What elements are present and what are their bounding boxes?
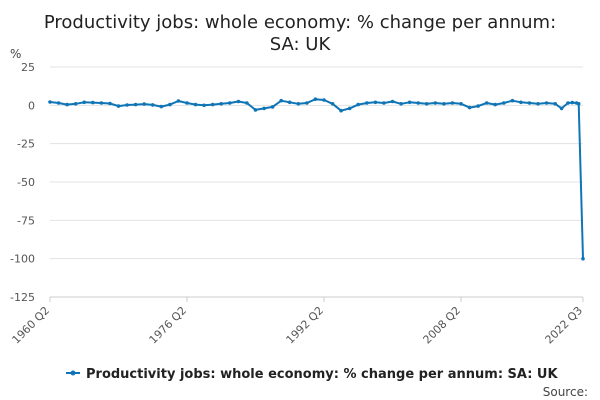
data-point <box>56 101 61 105</box>
data-point <box>322 98 326 102</box>
data-point <box>390 99 395 104</box>
data-point <box>450 101 455 105</box>
data-point <box>91 100 95 105</box>
y-tick-label: -100 <box>10 253 35 266</box>
data-point <box>116 104 121 108</box>
data-point <box>416 101 421 105</box>
data-point <box>202 103 206 108</box>
data-point <box>544 101 549 105</box>
data-point <box>228 101 232 105</box>
data-point <box>373 100 378 105</box>
data-point <box>168 102 172 107</box>
data-point <box>519 100 523 105</box>
data-point <box>570 100 575 105</box>
data-point <box>133 102 138 107</box>
data-point <box>305 101 309 105</box>
y-tick-label: -125 <box>10 291 35 304</box>
data-point <box>576 102 581 106</box>
data-point <box>536 102 540 106</box>
data-point <box>365 101 369 105</box>
x-tick-label: 1976 Q2 <box>147 304 190 347</box>
data-point <box>559 106 564 111</box>
y-tick-label: 0 <box>28 99 35 112</box>
data-point <box>502 101 506 105</box>
y-tick-label: -50 <box>17 176 35 189</box>
legend-marker <box>70 370 76 376</box>
y-tick-label: -25 <box>17 138 35 151</box>
data-point <box>73 102 78 106</box>
series-line <box>49 98 584 259</box>
data-point <box>185 101 189 105</box>
data-point <box>262 106 266 111</box>
data-point <box>330 102 335 106</box>
data-point <box>125 103 129 107</box>
x-axis-ticks <box>49 297 584 302</box>
data-point <box>356 102 361 107</box>
data-point <box>296 102 301 106</box>
data-point <box>65 102 69 107</box>
data-point <box>424 102 429 106</box>
x-axis-tick-labels: 1960 Q2 1976 Q2 1992 Q2 2008 Q2 2022 Q3 <box>10 304 586 347</box>
data-point <box>339 108 343 113</box>
data-point <box>150 103 155 107</box>
chart-title-line-1: Productivity jobs: whole economy: % chan… <box>44 12 556 33</box>
data-point <box>99 101 104 105</box>
data-point <box>407 100 412 105</box>
data-point <box>108 101 112 106</box>
data-point <box>142 102 146 106</box>
data-point <box>193 102 198 107</box>
y-tick-label: -75 <box>17 214 35 227</box>
y-axis-unit-label: % <box>10 47 21 61</box>
data-point <box>219 102 223 106</box>
data-point <box>493 102 498 107</box>
data-point <box>313 97 318 101</box>
data-point <box>287 100 292 105</box>
legend[interactable]: Productivity jobs: whole economy: % chan… <box>66 367 558 382</box>
data-point <box>553 102 557 106</box>
data-point <box>236 99 241 104</box>
data-point <box>467 105 472 110</box>
y-axis-tick-labels: 25 0 -25 -50 -75 -100 -125 <box>10 61 35 304</box>
data-point <box>159 104 164 109</box>
data-point <box>210 102 215 107</box>
data-point <box>279 98 284 103</box>
x-tick-label: 1960 Q2 <box>10 304 53 347</box>
data-point <box>581 256 585 261</box>
series-group <box>48 97 585 261</box>
data-point <box>433 101 438 105</box>
source-label: Source: <box>543 385 588 399</box>
data-point <box>399 102 403 106</box>
data-point <box>347 106 352 111</box>
chart-title-line-2: SA: UK <box>270 34 332 55</box>
x-tick-label: 2022 Q3 <box>543 304 586 347</box>
data-point <box>484 101 489 105</box>
legend-label: Productivity jobs: whole economy: % chan… <box>86 367 558 382</box>
data-point <box>566 101 570 105</box>
x-tick-label: 2008 Q2 <box>421 304 464 347</box>
data-point <box>82 100 86 105</box>
data-point <box>527 101 532 105</box>
data-point <box>459 102 463 106</box>
data-point <box>253 108 258 112</box>
y-tick-label: 25 <box>21 61 35 74</box>
data-point <box>270 105 275 109</box>
data-point <box>382 101 386 105</box>
data-point <box>245 101 249 105</box>
data-point <box>176 99 181 103</box>
data-point <box>442 102 446 106</box>
x-tick-label: 1992 Q2 <box>284 304 327 347</box>
data-point <box>48 100 52 104</box>
data-point <box>476 104 480 108</box>
data-point <box>510 98 515 103</box>
